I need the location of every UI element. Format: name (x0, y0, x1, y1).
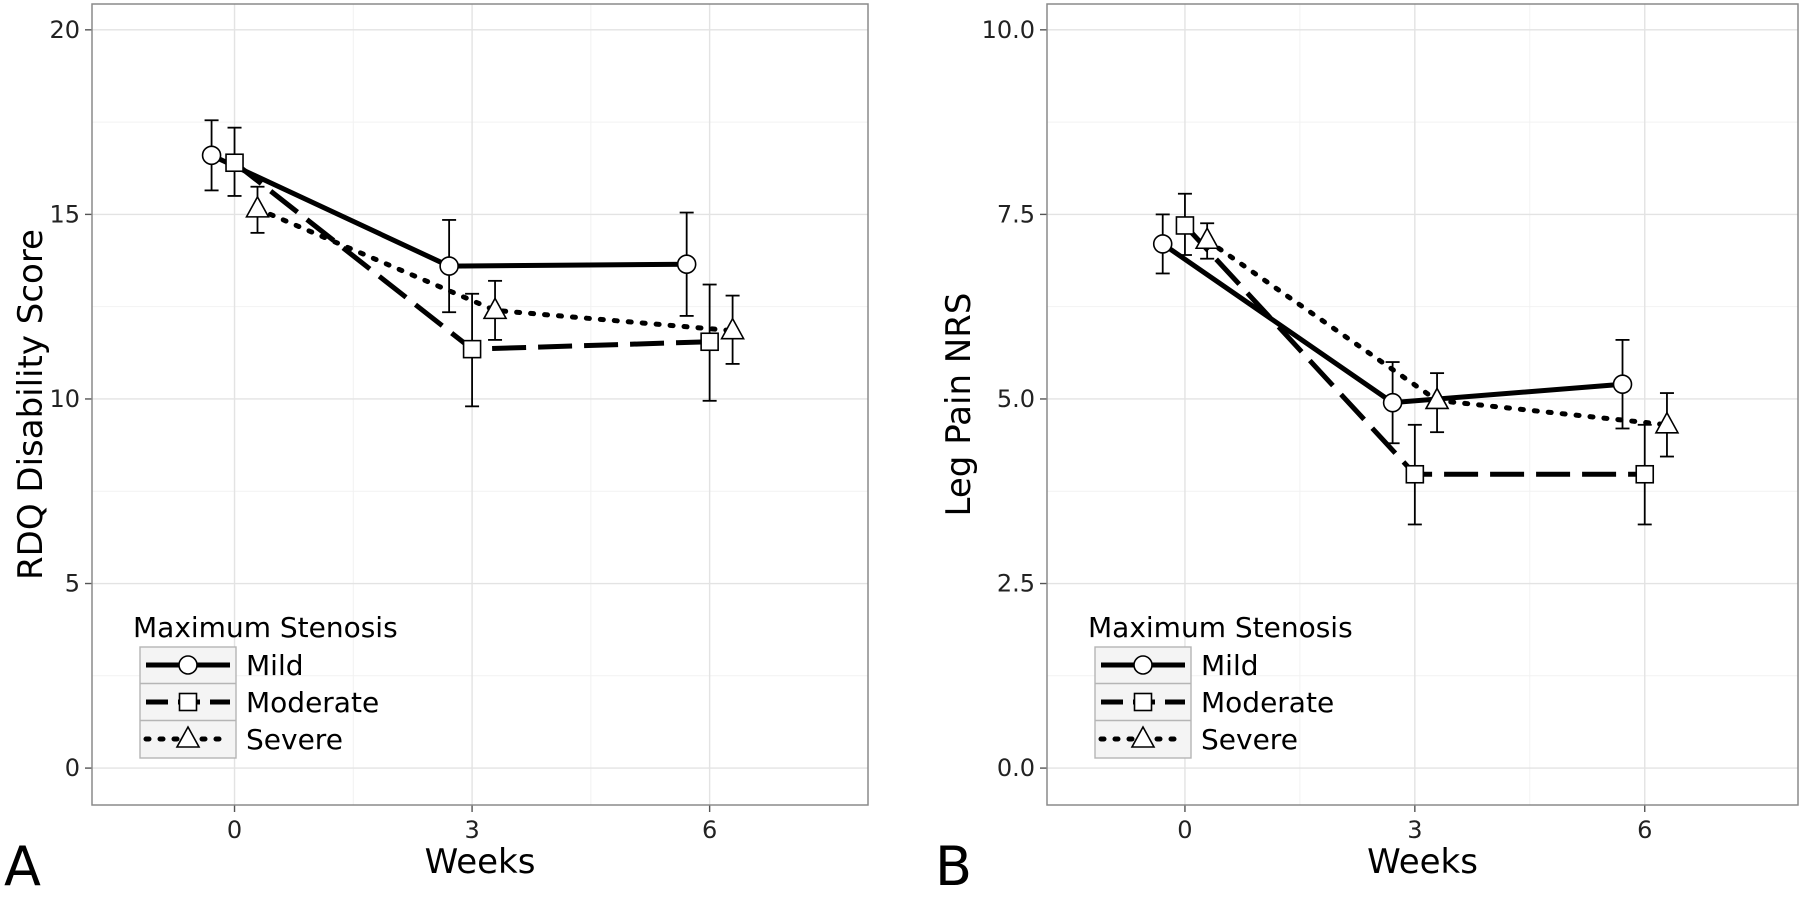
y-tick-label: 5.0 (997, 385, 1035, 413)
circle-marker (1612, 374, 1633, 394)
triangle-marker (1424, 386, 1450, 410)
legend-circle-marker (178, 655, 198, 675)
square-marker (462, 339, 482, 359)
y-tick-label: 0.0 (997, 754, 1035, 782)
y-tick-label: 2.5 (997, 570, 1035, 598)
legend-label: Severe (1201, 723, 1298, 756)
triangle-marker (1194, 226, 1220, 250)
square-marker (1635, 464, 1655, 484)
chart-panel-a: 0 5 10 15 20 0 3 6 Weeks RDQ Disability Score A Max… (4, 3, 869, 898)
series-mild (201, 119, 697, 317)
legend-label: Mild (1201, 649, 1259, 682)
legend: Maximum Stenosis Mild Moderate Severe (1088, 611, 1353, 759)
legend-label: Moderate (246, 686, 379, 719)
y-tick-label: 0 (65, 754, 80, 782)
y-tick-label: 10.0 (982, 16, 1035, 44)
legend-label: Mild (246, 649, 304, 682)
legend-square-marker (178, 692, 198, 712)
triangle-marker (245, 195, 270, 218)
circle-marker (676, 254, 697, 275)
legend-label: Moderate (1201, 686, 1334, 719)
y-tick-label: 7.5 (997, 200, 1035, 228)
y-tick-label: 15 (49, 200, 80, 228)
x-tick-label: 3 (464, 816, 479, 844)
y-tick-label: 20 (49, 16, 80, 44)
legend-title: Maximum Stenosis (133, 611, 398, 644)
square-marker (225, 153, 244, 173)
series-moderate (225, 126, 719, 408)
legend-title: Maximum Stenosis (1088, 611, 1353, 644)
x-tick-label: 0 (227, 816, 242, 844)
y-tick-label: 10 (49, 385, 80, 413)
legend: Maximum Stenosis Mild Moderate Severe (133, 611, 398, 759)
panel-letter: B (935, 835, 972, 898)
legend-square-marker (1133, 692, 1153, 712)
series-line (254, 206, 736, 334)
square-marker (1175, 216, 1195, 235)
x-tick-label: 6 (1637, 816, 1652, 844)
series-moderate (1175, 192, 1655, 526)
x-axis-title: Weeks (1367, 842, 1478, 882)
circle-marker (439, 256, 459, 276)
circle-marker (201, 145, 222, 166)
legend-circle-marker (1133, 655, 1153, 675)
grid (92, 4, 868, 805)
series-mild (1152, 213, 1633, 445)
triangle-marker (720, 317, 745, 340)
y-axis-title: Leg Pain NRS (939, 293, 979, 517)
legend-triangle-marker (1130, 725, 1156, 748)
legend-label: Severe (246, 723, 343, 756)
chart-panel-b: 0.0 2.5 5.0 7.5 10.0 0 3 6 Weeks Leg Pain NRS B Max… (935, 3, 1799, 898)
x-axis-title: Weeks (425, 842, 536, 882)
x-tick-label: 0 (1177, 816, 1192, 844)
circle-marker (1152, 234, 1173, 254)
triangle-marker (1654, 411, 1680, 434)
series-severe (1194, 222, 1680, 458)
panel-letter: A (4, 835, 41, 898)
square-marker (700, 332, 719, 352)
legend-triangle-marker (175, 725, 201, 748)
series-severe (245, 185, 745, 365)
plot-border (91, 3, 869, 806)
x-tick-label: 6 (702, 816, 717, 844)
circle-marker (1382, 392, 1403, 413)
plot-border (1046, 3, 1799, 806)
square-marker (1405, 464, 1425, 484)
triangle-marker (482, 296, 508, 320)
x-tick-label: 3 (1407, 816, 1422, 844)
y-axis-title: RDQ Disability Score (11, 229, 51, 580)
y-tick-label: 5 (65, 570, 80, 598)
